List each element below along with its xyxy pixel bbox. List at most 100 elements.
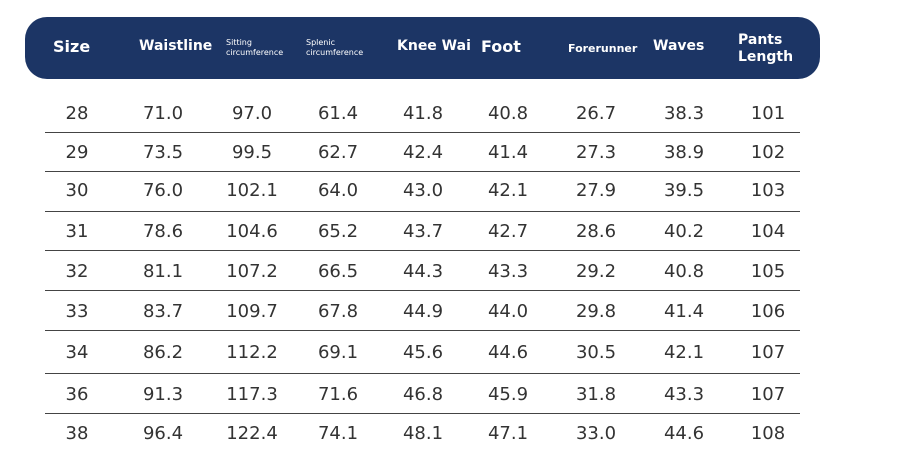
- table-cell: 30: [65, 180, 89, 201]
- header-cell: Waistline: [139, 38, 213, 54]
- table-cell: 106: [750, 301, 786, 322]
- table-cell: 39.5: [663, 180, 705, 201]
- table-cell: 81.1: [142, 261, 184, 282]
- table-cell: 71.6: [317, 384, 359, 405]
- table-cell: 44.6: [487, 342, 529, 363]
- table-cell: 42.1: [663, 342, 705, 363]
- row-divider: [45, 132, 800, 133]
- table-cell: 28: [65, 103, 89, 124]
- table-cell: 86.2: [142, 342, 184, 363]
- row-divider: [45, 290, 800, 291]
- table-cell: 40.8: [487, 103, 529, 124]
- table-cell: 41.4: [663, 301, 705, 322]
- table-cell: 27.3: [575, 142, 617, 163]
- table-cell: 29: [65, 142, 89, 163]
- table-cell: 99.5: [231, 142, 273, 163]
- table-cell: 62.7: [317, 142, 359, 163]
- table-cell: 107: [750, 342, 786, 363]
- table-cell: 101: [750, 103, 786, 124]
- table-cell: 76.0: [142, 180, 184, 201]
- table-cell: 44.3: [402, 261, 444, 282]
- header-cell: Forerunner: [568, 42, 638, 55]
- header-cell: Foot: [481, 37, 521, 56]
- table-cell: 78.6: [142, 221, 184, 242]
- row-divider: [45, 171, 800, 172]
- table-cell: 30.5: [575, 342, 617, 363]
- table-cell: 40.8: [663, 261, 705, 282]
- table-cell: 109.7: [226, 301, 278, 322]
- table-cell: 117.3: [226, 384, 278, 405]
- table-cell: 71.0: [142, 103, 184, 124]
- table-cell: 44.6: [663, 423, 705, 444]
- table-cell: 97.0: [231, 103, 273, 124]
- table-cell: 44.9: [402, 301, 444, 322]
- table-cell: 33: [65, 301, 89, 322]
- header-cell: Sitting circumference: [226, 38, 284, 57]
- table-cell: 42.7: [487, 221, 529, 242]
- header-cell: Pants Length: [738, 32, 794, 65]
- header-cell: Splenic circumference: [306, 38, 364, 57]
- table-cell: 46.8: [402, 384, 444, 405]
- table-cell: 96.4: [142, 423, 184, 444]
- row-divider: [45, 413, 800, 414]
- table-cell: 47.1: [487, 423, 529, 444]
- table-cell: 33.0: [575, 423, 617, 444]
- table-cell: 28.6: [575, 221, 617, 242]
- table-cell: 29.8: [575, 301, 617, 322]
- table-cell: 42.4: [402, 142, 444, 163]
- table-cell: 31.8: [575, 384, 617, 405]
- table-cell: 29.2: [575, 261, 617, 282]
- table-cell: 83.7: [142, 301, 184, 322]
- table-cell: 108: [750, 423, 786, 444]
- header-cell: Knee Wai: [397, 38, 471, 54]
- table-cell: 107: [750, 384, 786, 405]
- table-cell: 43.3: [663, 384, 705, 405]
- row-divider: [45, 211, 800, 212]
- table-cell: 43.7: [402, 221, 444, 242]
- row-divider: [45, 373, 800, 374]
- table-cell: 91.3: [142, 384, 184, 405]
- header-cell: Size: [53, 37, 91, 56]
- table-cell: 38: [65, 423, 89, 444]
- table-cell: 67.8: [317, 301, 359, 322]
- table-cell: 43.0: [402, 180, 444, 201]
- table-cell: 31: [65, 221, 89, 242]
- table-cell: 32: [65, 261, 89, 282]
- header-bar: [25, 17, 820, 79]
- row-divider: [45, 250, 800, 251]
- table-cell: 65.2: [317, 221, 359, 242]
- table-cell: 41.4: [487, 142, 529, 163]
- table-cell: 45.6: [402, 342, 444, 363]
- table-cell: 112.2: [226, 342, 278, 363]
- table-cell: 73.5: [142, 142, 184, 163]
- table-cell: 69.1: [317, 342, 359, 363]
- table-cell: 43.3: [487, 261, 529, 282]
- header-cell: Waves: [653, 38, 705, 54]
- table-cell: 61.4: [317, 103, 359, 124]
- table-cell: 48.1: [402, 423, 444, 444]
- table-cell: 27.9: [575, 180, 617, 201]
- table-cell: 41.8: [402, 103, 444, 124]
- row-divider: [45, 330, 800, 331]
- table-cell: 45.9: [487, 384, 529, 405]
- table-cell: 66.5: [317, 261, 359, 282]
- table-cell: 42.1: [487, 180, 529, 201]
- table-cell: 34: [65, 342, 89, 363]
- table-cell: 102: [750, 142, 786, 163]
- table-cell: 44.0: [487, 301, 529, 322]
- table-cell: 26.7: [575, 103, 617, 124]
- table-cell: 38.9: [663, 142, 705, 163]
- table-cell: 104.6: [226, 221, 278, 242]
- table-cell: 64.0: [317, 180, 359, 201]
- table-cell: 104: [750, 221, 786, 242]
- table-cell: 102.1: [226, 180, 278, 201]
- table-cell: 103: [750, 180, 786, 201]
- table-cell: 105: [750, 261, 786, 282]
- table-cell: 36: [65, 384, 89, 405]
- table-cell: 107.2: [226, 261, 278, 282]
- table-cell: 40.2: [663, 221, 705, 242]
- table-cell: 38.3: [663, 103, 705, 124]
- table-cell: 74.1: [317, 423, 359, 444]
- table-cell: 122.4: [226, 423, 278, 444]
